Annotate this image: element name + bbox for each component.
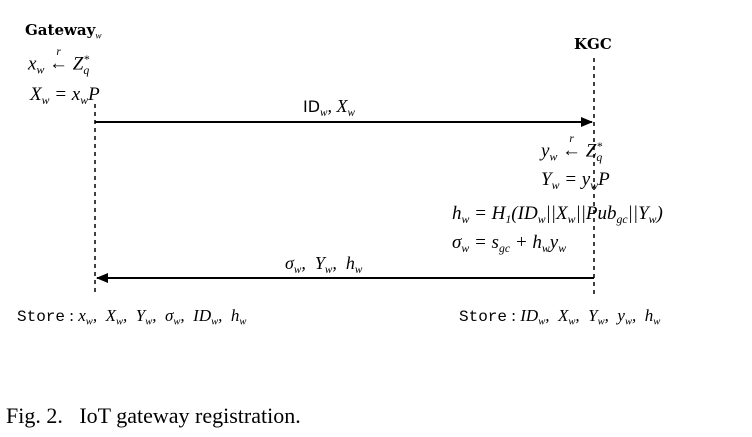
- kgc-hash-equation: hw = H1(IDw||Xw||Pubgc||Yw): [452, 203, 663, 227]
- kgc-keygen-equation: yw r ← Z*q: [541, 133, 603, 164]
- gateway-public-key-equation: Xw = xwP: [30, 84, 100, 108]
- kgc-public-key-equation: Yw = ywP: [541, 169, 610, 193]
- gateway-title: Gatewayw: [25, 21, 102, 42]
- message-to-kgc-label: IDw, Xw: [303, 96, 355, 119]
- random-marker: r: [56, 46, 61, 59]
- kgc-signature-equation: σw = sgc + hwyw: [452, 232, 567, 256]
- gateway-keygen-equation: xw r ← Z*q: [28, 46, 90, 77]
- figure-caption: Fig. 2. IoT gateway registration.: [6, 403, 301, 428]
- random-marker: r: [569, 133, 574, 146]
- kgc-store: Store : IDw, Xw, Yw, yw, hw: [459, 306, 661, 328]
- kgc-title: KGC: [574, 35, 612, 53]
- message-to-gateway-label: σw, Yw, hw: [285, 253, 363, 276]
- gateway-store: Store : xw, Xw, Yw, σw, IDw, hw: [17, 306, 247, 328]
